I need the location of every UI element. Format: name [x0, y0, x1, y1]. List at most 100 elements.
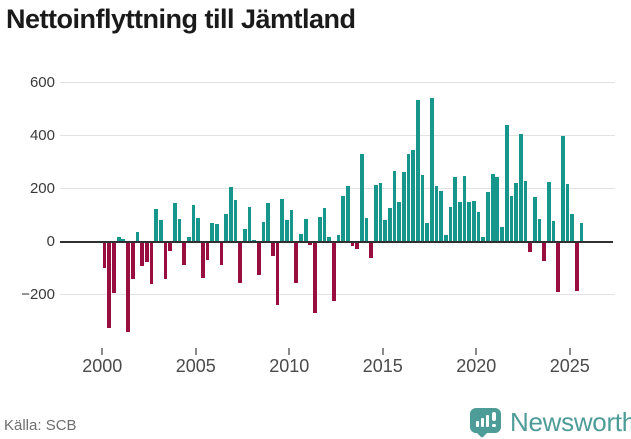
bar-2005-Q2: [200, 241, 205, 278]
bar-2008-Q1: [252, 239, 257, 242]
gridline-y-600: [60, 81, 615, 83]
bar-2012-Q1: [327, 236, 331, 242]
x-axis-label-2000: 2000: [82, 356, 123, 376]
gridline-y-200: [60, 188, 615, 190]
bar-2007-Q3: [243, 228, 247, 242]
gridline-y--200: [60, 294, 615, 296]
bar-2011-Q1: [308, 241, 313, 245]
bar-2005-Q3: [205, 241, 210, 260]
y-axis-label-400: 400: [29, 127, 55, 144]
exclamation-icon: [492, 412, 496, 421]
bar-2007-Q2: [238, 241, 243, 283]
bar-chart-glyph: [476, 421, 479, 427]
bar-2016-Q3: [411, 149, 416, 242]
x-axis-label-2025: 2025: [549, 356, 590, 376]
x-axis-tick-2015: [381, 348, 384, 355]
bar-2003-Q1: [158, 220, 163, 242]
bar-2006-Q4: [229, 187, 233, 242]
bar-2015-Q3: [392, 171, 397, 242]
bar-2001-Q2: [126, 241, 130, 332]
bar-2015-Q2: [387, 208, 392, 242]
bar-2025-Q2: [574, 241, 579, 291]
bar-chart-glyph: [481, 418, 484, 427]
bar-2017-Q3: [430, 98, 434, 242]
bar-2022-Q1: [514, 182, 518, 242]
bar-2024-Q4: [565, 184, 570, 242]
bar-2000-Q1: [102, 241, 107, 269]
bar-2009-Q2: [275, 241, 280, 305]
y-axis-label-600: 600: [29, 73, 55, 91]
bar-2013-Q4: [359, 153, 364, 242]
bar-2017-Q4: [434, 185, 439, 242]
bar-2023-Q3: [542, 241, 546, 262]
bar-2003-Q2: [163, 241, 168, 280]
newsworthy-logo[interactable]: Newsworthy: [468, 406, 631, 439]
x-axis-label-2010: 2010: [269, 356, 310, 376]
bar-2017-Q1: [420, 175, 425, 242]
bar-2022-Q3: [523, 181, 528, 242]
newsworthy-logo-text: Newsworthy: [510, 407, 631, 437]
y-axis-label-0: 0: [46, 233, 55, 251]
bar-2019-Q4: [472, 200, 476, 242]
x-axis-label-2015: 2015: [362, 356, 403, 376]
bar-2024-Q2: [556, 241, 560, 293]
bar-2009-Q1: [271, 241, 275, 256]
bar-2021-Q3: [504, 125, 509, 242]
bar-2004-Q4: [191, 205, 196, 242]
bar-2016-Q1: [401, 171, 406, 242]
bar-2016-Q4: [416, 99, 420, 242]
x-axis-tick-2025: [568, 348, 571, 355]
bar-2014-Q3: [373, 185, 378, 242]
x-axis-tick-2020: [475, 348, 478, 355]
bar-2020-Q2: [481, 237, 486, 242]
bar-2018-Q4: [453, 177, 458, 242]
zero-baseline: [60, 240, 613, 243]
bar-2025-Q1: [570, 213, 574, 242]
bar-2014-Q1: [364, 217, 369, 242]
bar-2013-Q1: [345, 185, 350, 242]
bar-2012-Q4: [341, 195, 345, 242]
bar-2011-Q4: [322, 207, 327, 242]
bar-2010-Q4: [303, 218, 308, 242]
x-axis-tick-2000: [101, 348, 104, 355]
bar-2010-Q2: [294, 241, 299, 284]
bar-2019-Q3: [467, 202, 472, 242]
bar-2008-Q3: [261, 222, 266, 242]
bar-2017-Q2: [425, 223, 430, 242]
bar-2006-Q2: [219, 241, 224, 265]
bar-2010-Q3: [299, 233, 303, 242]
bar-2013-Q2: [350, 241, 355, 246]
bar-2014-Q4: [378, 183, 383, 242]
bar-2015-Q4: [397, 201, 401, 242]
bar-2011-Q2: [313, 241, 317, 313]
bar-chart-glyph: [486, 415, 489, 427]
newsworthy-logo-icon: [470, 408, 501, 433]
bar-2022-Q2: [518, 134, 523, 242]
source-attribution: Källa: SCB: [4, 417, 77, 434]
bar-2001-Q4: [135, 232, 140, 242]
bar-2013-Q3: [355, 241, 359, 250]
bar-2006-Q1: [214, 224, 219, 242]
y-axis-label--200: −200: [21, 286, 55, 304]
bar-2023-Q1: [532, 197, 537, 242]
bar-2001-Q3: [130, 241, 135, 280]
bar-2023-Q4: [546, 181, 551, 242]
bar-2020-Q1: [476, 212, 481, 242]
bar-2012-Q3: [336, 235, 341, 242]
bar-2002-Q4: [154, 209, 158, 242]
bar-2019-Q2: [462, 176, 467, 242]
x-axis-tick-2010: [288, 348, 291, 355]
bar-2004-Q2: [182, 241, 186, 265]
bar-2000-Q4: [116, 236, 121, 242]
bar-2000-Q2: [107, 241, 112, 328]
x-axis-tick-2005: [194, 348, 197, 355]
bar-2003-Q3: [168, 241, 172, 251]
x-axis-label-2005: 2005: [175, 356, 216, 376]
bar-2009-Q4: [285, 219, 289, 242]
bar-2020-Q3: [486, 191, 490, 242]
bar-2021-Q4: [509, 195, 514, 242]
exclamation-icon-dot: [492, 423, 496, 427]
bar-2007-Q4: [247, 206, 252, 242]
bar-2020-Q4: [490, 173, 495, 242]
